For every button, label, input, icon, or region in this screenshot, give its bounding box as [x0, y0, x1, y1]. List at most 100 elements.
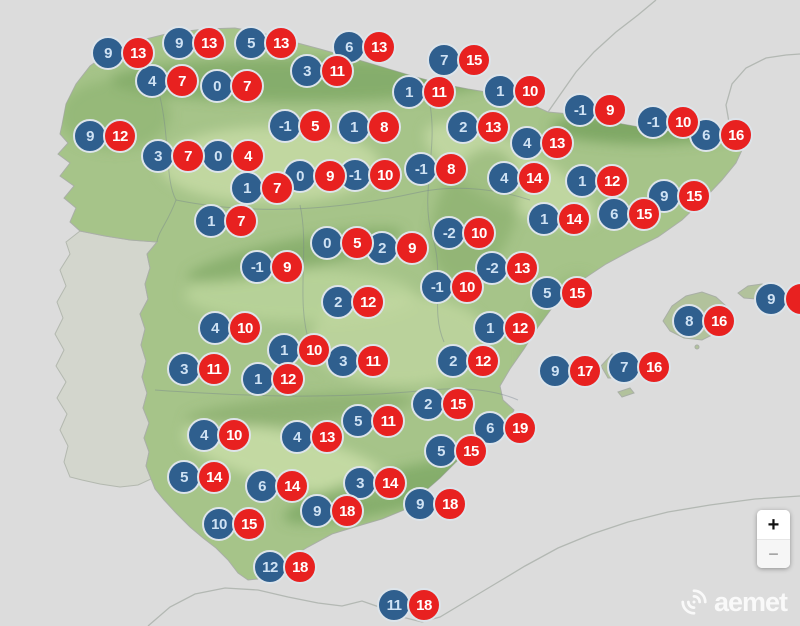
max-temp-circle: 9	[593, 93, 627, 127]
station-temp-pair[interactable]: 1 12	[473, 311, 537, 345]
station-temp-pair[interactable]: 6 14	[245, 469, 309, 503]
min-temp-circle: 9	[754, 282, 788, 316]
station-temp-pair[interactable]: 9 13	[162, 26, 226, 60]
min-temp-circle: 10	[202, 507, 236, 541]
zoom-in-button[interactable]: +	[757, 510, 790, 539]
min-temp-circle: 7	[607, 350, 641, 384]
station-temp-pair[interactable]: 3 11	[326, 344, 390, 378]
station-temp-pair[interactable]: 1 14	[527, 202, 591, 236]
station-temp-pair[interactable]: 9 12	[73, 119, 137, 153]
max-temp-circle: 7	[171, 139, 205, 173]
station-temp-pair[interactable]: 1 12	[241, 362, 305, 396]
station-temp-pair[interactable]: -1 10	[338, 158, 402, 192]
station-temp-pair[interactable]: 2 13	[446, 110, 510, 144]
station-temp-pair[interactable]: 1 10	[483, 74, 547, 108]
min-temp-circle: 1	[194, 204, 228, 238]
max-temp-circle: 14	[373, 466, 407, 500]
station-temp-pair[interactable]: -2 13	[475, 251, 539, 285]
station-temp-pair[interactable]: 7 15	[427, 43, 491, 77]
zoom-out-button[interactable]: −	[757, 539, 790, 568]
max-temp-circle: 13	[540, 126, 574, 160]
max-temp-circle: 8	[367, 110, 401, 144]
station-temp-pair[interactable]: 7 16	[607, 350, 671, 384]
min-temp-circle: 3	[167, 352, 201, 386]
station-temp-pair[interactable]: 9	[754, 282, 800, 316]
max-temp-circle: 15	[457, 43, 491, 77]
min-temp-circle: 1	[473, 311, 507, 345]
min-temp-circle: 2	[446, 110, 480, 144]
min-temp-circle: 0	[201, 139, 235, 173]
station-temp-pair[interactable]: 12 18	[253, 550, 317, 584]
station-temp-pair[interactable]: 2 12	[436, 344, 500, 378]
min-temp-circle: 5	[167, 460, 201, 494]
station-temp-pair[interactable]: 1 12	[565, 164, 629, 198]
station-temp-pair[interactable]: 5 15	[530, 276, 594, 310]
station-temp-pair[interactable]: 4 10	[198, 311, 262, 345]
station-temp-pair[interactable]: 5 11	[341, 404, 405, 438]
max-temp-circle: 9	[395, 231, 429, 265]
station-temp-pair[interactable]: -2 10	[432, 216, 496, 250]
station-temp-pair[interactable]: -1 9	[240, 250, 304, 284]
min-temp-circle: 11	[377, 588, 411, 622]
min-temp-circle: 1	[241, 362, 275, 396]
station-temp-pair[interactable]: -1 5	[268, 109, 332, 143]
station-temp-pair[interactable]: 9 17	[538, 354, 602, 388]
max-temp-circle: 7	[260, 171, 294, 205]
station-temp-pair[interactable]: 5 15	[424, 434, 488, 468]
station-temp-pair[interactable]: 5 14	[167, 460, 231, 494]
min-temp-circle: 0	[310, 226, 344, 260]
station-temp-pair[interactable]: -1 10	[636, 105, 700, 139]
station-temp-pair[interactable]: 4 14	[487, 161, 551, 195]
max-temp-circle: 5	[340, 226, 374, 260]
station-temp-pair[interactable]: 6 15	[597, 197, 661, 231]
station-temp-pair[interactable]: 1 11	[392, 75, 456, 109]
max-temp-circle: 14	[557, 202, 591, 236]
max-temp-circle: 13	[505, 251, 539, 285]
station-temp-pair[interactable]: 3 11	[290, 54, 354, 88]
station-temp-pair[interactable]: -1 9	[563, 93, 627, 127]
station-temp-pair[interactable]: 4 10	[187, 418, 251, 452]
max-temp-circle: 13	[264, 26, 298, 60]
min-temp-circle: -1	[636, 105, 670, 139]
min-temp-circle: 9	[73, 119, 107, 153]
station-temp-pair[interactable]: 3 11	[167, 352, 231, 386]
station-temp-pair[interactable]: -1 10	[420, 270, 484, 304]
station-temp-pair[interactable]: 10 15	[202, 507, 266, 541]
station-temp-pair[interactable]: 4 13	[510, 126, 574, 160]
station-temp-pair[interactable]: 2 12	[321, 285, 385, 319]
min-temp-circle: 3	[290, 54, 324, 88]
max-temp-circle: 11	[356, 344, 390, 378]
station-temp-pair[interactable]: 6 19	[473, 411, 537, 445]
max-temp-circle: 13	[362, 30, 396, 64]
station-temp-pair[interactable]: 2 15	[411, 387, 475, 421]
station-temp-pair[interactable]: 5 13	[234, 26, 298, 60]
max-temp-circle: 10	[217, 418, 251, 452]
min-temp-circle: 4	[187, 418, 221, 452]
station-temp-pair[interactable]: 4 13	[280, 420, 344, 454]
station-temp-pair[interactable]: 9 18	[300, 494, 364, 528]
station-temp-pair[interactable]: 11 18	[377, 588, 441, 622]
station-temp-pair[interactable]: 8 16	[672, 304, 736, 338]
max-temp-circle: 15	[627, 197, 661, 231]
min-temp-circle: 12	[253, 550, 287, 584]
min-temp-circle: 5	[234, 26, 268, 60]
min-temp-circle: 4	[280, 420, 314, 454]
max-temp-circle: 13	[121, 36, 155, 70]
min-temp-circle: 4	[198, 311, 232, 345]
station-temp-pair[interactable]: 9 13	[91, 36, 155, 70]
station-temp-pair[interactable]: -1 8	[404, 152, 468, 186]
station-temp-pair[interactable]: 9 18	[403, 487, 467, 521]
max-temp-circle: 18	[433, 487, 467, 521]
min-temp-circle: 9	[538, 354, 572, 388]
